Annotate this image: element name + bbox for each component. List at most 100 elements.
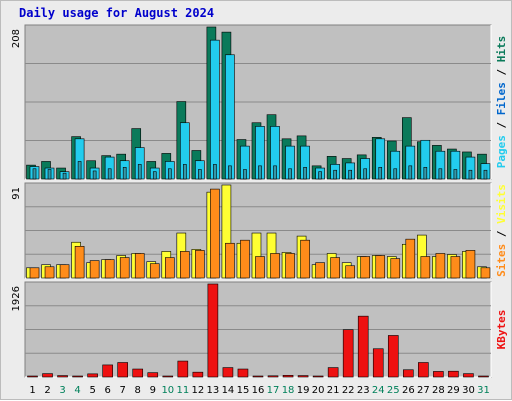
x-tick-label: 3 xyxy=(59,385,65,396)
bar-pages xyxy=(47,169,52,180)
bar-kbytes xyxy=(102,364,113,378)
bar-sites xyxy=(195,250,205,279)
x-tick-label: 2 xyxy=(44,385,50,396)
bar-pages xyxy=(318,171,322,180)
bar-files xyxy=(225,54,235,180)
x-tick-label: 25 xyxy=(387,385,400,396)
bar-pages xyxy=(183,164,187,180)
right-axis-label-part: KBytes xyxy=(495,310,508,350)
x-tick-label: 15 xyxy=(237,385,250,396)
bar-kbytes xyxy=(342,329,354,378)
bar-pages xyxy=(378,167,383,180)
bar-pages xyxy=(288,168,292,180)
bar-pages xyxy=(333,169,337,180)
bar-pages xyxy=(32,168,37,180)
right-axis-label: KBytes xyxy=(495,310,508,350)
bar-sites xyxy=(89,260,100,279)
right-axis-label-part: Hits xyxy=(495,36,508,63)
x-tick-label: 11 xyxy=(176,385,189,396)
bar-kbytes xyxy=(282,375,294,378)
bar-kbytes xyxy=(463,373,474,378)
bar-pages xyxy=(167,168,172,180)
x-tick-label: 28 xyxy=(432,385,445,396)
bar-pages xyxy=(213,164,217,180)
bar-kbytes xyxy=(72,375,83,378)
bar-sites xyxy=(44,266,55,279)
bar-sites xyxy=(480,267,491,279)
bar-sites xyxy=(240,239,250,279)
bar-sites xyxy=(255,256,265,279)
panel-hits-files-pages: 208 Pages / Files / Hits xyxy=(11,24,508,180)
x-tick-label: 30 xyxy=(462,385,475,396)
bar-pages xyxy=(152,171,157,180)
bar-sites xyxy=(270,253,280,279)
bar-pages xyxy=(483,169,488,180)
bar-sites xyxy=(74,246,85,279)
y-max-label: 91 xyxy=(11,187,22,200)
bar-kbytes xyxy=(57,375,68,378)
bar-sites xyxy=(180,251,190,279)
x-tick-label: 27 xyxy=(417,385,430,396)
bar-pages xyxy=(77,161,82,180)
x-tick-label: 22 xyxy=(342,385,355,396)
bar-pages xyxy=(363,168,368,180)
bar-sites xyxy=(285,253,295,279)
bar-pages xyxy=(243,169,247,180)
bar-kbytes xyxy=(222,367,234,378)
bar-pages xyxy=(348,169,352,180)
bar-sites xyxy=(225,242,235,279)
right-axis-label-part: Pages xyxy=(495,135,508,168)
bar-sites xyxy=(420,256,431,279)
bar-kbytes xyxy=(252,375,264,378)
y-max-label: 1926 xyxy=(11,286,22,311)
right-axis-label-part: Files xyxy=(495,82,508,115)
bar-kbytes xyxy=(448,370,459,378)
x-tick-label: 14 xyxy=(222,385,235,396)
bar-kbytes xyxy=(237,368,249,378)
bar-kbytes xyxy=(297,375,309,378)
bar-sites xyxy=(210,188,220,279)
x-tick-label: 7 xyxy=(120,385,126,396)
bar-kbytes xyxy=(192,371,204,378)
x-tick-label: 1 xyxy=(29,385,35,396)
x-tick-label: 9 xyxy=(150,385,156,396)
x-tick-label: 31 xyxy=(477,385,490,396)
bar-sites xyxy=(315,262,325,279)
x-tick-label: 29 xyxy=(447,385,460,396)
right-axis-label-part: Visits xyxy=(495,184,508,224)
bar-kbytes xyxy=(207,283,219,378)
chart-title: Daily usage for August 2024 xyxy=(19,6,214,20)
x-tick-label: 17 xyxy=(267,385,280,396)
bar-pages xyxy=(122,167,127,180)
bar-pages xyxy=(393,168,398,180)
bar-pages xyxy=(92,170,97,180)
right-axis-label-part: / xyxy=(495,224,508,244)
bar-pages xyxy=(438,168,443,180)
bar-sites xyxy=(360,256,371,279)
right-axis-label-part: / xyxy=(495,115,508,135)
x-tick-label: 16 xyxy=(252,385,265,396)
x-tick-label: 8 xyxy=(135,385,141,396)
bar-kbytes xyxy=(177,360,189,378)
x-tick-label: 19 xyxy=(297,385,310,396)
x-tick-label: 26 xyxy=(402,385,415,396)
bar-kbytes xyxy=(267,375,279,378)
right-axis-label: Pages / Files / Hits xyxy=(495,36,508,169)
bar-sites xyxy=(330,257,340,279)
bar-kbytes xyxy=(478,375,489,378)
x-tick-label: 12 xyxy=(192,385,205,396)
bar-kbytes xyxy=(162,375,174,378)
bar-pages xyxy=(107,168,112,180)
x-tick-label: 20 xyxy=(312,385,325,396)
bar-pages xyxy=(273,165,277,180)
bar-kbytes xyxy=(27,375,38,378)
bar-kbytes xyxy=(327,367,339,378)
bar-sites xyxy=(59,264,70,279)
bar-kbytes xyxy=(147,372,159,378)
x-tick-label: 4 xyxy=(74,385,80,396)
y-max-label: 208 xyxy=(11,29,22,48)
bar-kbytes xyxy=(312,375,324,378)
bar-kbytes xyxy=(87,373,98,378)
bar-sites xyxy=(465,250,476,279)
